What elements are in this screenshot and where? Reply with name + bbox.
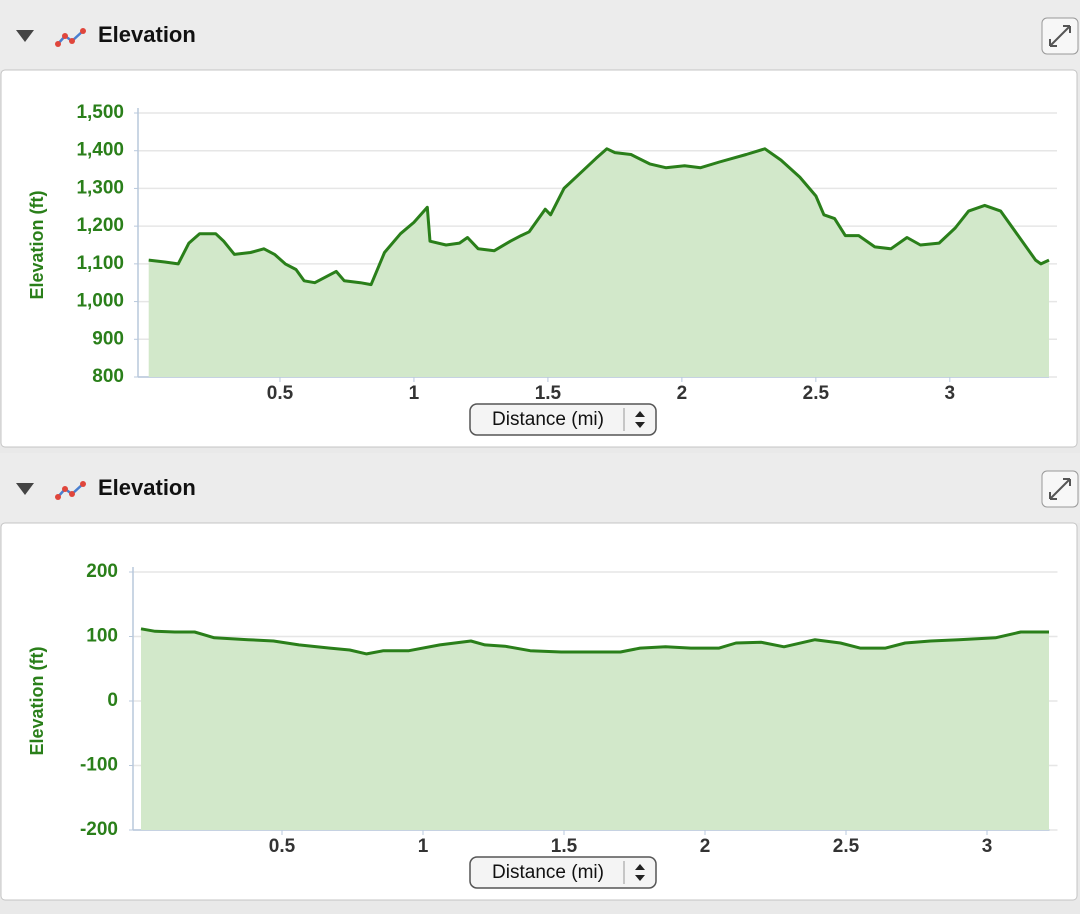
selector-label: Distance (mi) [492, 409, 604, 430]
x-tick-label: 1.5 [535, 383, 562, 404]
selector-label: Distance (mi) [492, 862, 604, 883]
x-tick-label: 1 [418, 836, 429, 857]
y-tick-label: 1,100 [76, 253, 124, 274]
x-tick-label: 2.5 [833, 836, 860, 857]
chart-icon-dot [80, 481, 86, 487]
panel-header [0, 453, 1080, 523]
x-tick-label: 3 [982, 836, 993, 857]
panel: Elevation -200 -100 0 100 200 0.5 1 1.5 2 2.5 3 Elev… [0, 453, 1080, 901]
x-tick-label: 0.5 [267, 383, 294, 404]
elevation-area [141, 628, 1049, 830]
y-tick-label: 900 [92, 328, 124, 349]
chart-icon-dot [69, 491, 75, 497]
elevation-area [148, 148, 1049, 377]
collapse-triangle[interactable] [16, 483, 34, 495]
elevation-line [140, 627, 1049, 656]
chart-icon-dot [80, 28, 86, 34]
elevation-line [148, 147, 1050, 287]
y-tick-label: 0 [107, 690, 118, 711]
y-axis-label: Elevation (ft) [27, 646, 47, 755]
selector-arrows [635, 411, 645, 428]
x-tick-label: 1.5 [551, 836, 578, 857]
chart-icon-dot [55, 494, 61, 500]
chart-icon-dot [55, 41, 61, 47]
y-tick-label: 800 [92, 366, 124, 387]
collapse-triangle[interactable] [16, 30, 34, 42]
y-tick-label: 200 [86, 561, 118, 582]
chart-icon-dot [69, 38, 75, 44]
panel-title: Elevation [98, 475, 196, 500]
y-tick-label: 100 [86, 626, 118, 647]
y-tick-label: 1,200 [76, 215, 124, 236]
chart-icon-dot [62, 33, 68, 39]
selector-arrows [635, 864, 645, 881]
y-tick-label: -200 [80, 819, 118, 840]
x-tick-label: 2 [700, 836, 711, 857]
x-tick-label: 2 [677, 383, 688, 404]
y-tick-label: -100 [80, 755, 118, 776]
chart-icon [56, 482, 85, 499]
expand-icon [1049, 478, 1071, 500]
x-tick-label: 3 [945, 383, 956, 404]
y-tick-label: 1,500 [76, 102, 124, 123]
x-tick-label: 2.5 [803, 383, 830, 404]
expand-icon [1049, 25, 1071, 47]
panel-title: Elevation [98, 22, 196, 47]
distance-selector[interactable] [469, 403, 657, 436]
y-tick-label: 1,300 [76, 177, 124, 198]
y-tick-label: 1,400 [76, 140, 124, 161]
panel-header [0, 0, 1080, 70]
chart-icon-dot [62, 486, 68, 492]
distance-selector[interactable] [469, 856, 657, 889]
y-tick-label: 1,000 [76, 291, 124, 312]
panel: Elevation 800 900 1,000 1,100 1,200 1,300 1,400… [0, 0, 1080, 448]
x-tick-label: 0.5 [269, 836, 296, 857]
y-axis-label: Elevation (ft) [27, 190, 47, 299]
chart-icon [56, 29, 85, 46]
x-tick-label: 1 [409, 383, 420, 404]
